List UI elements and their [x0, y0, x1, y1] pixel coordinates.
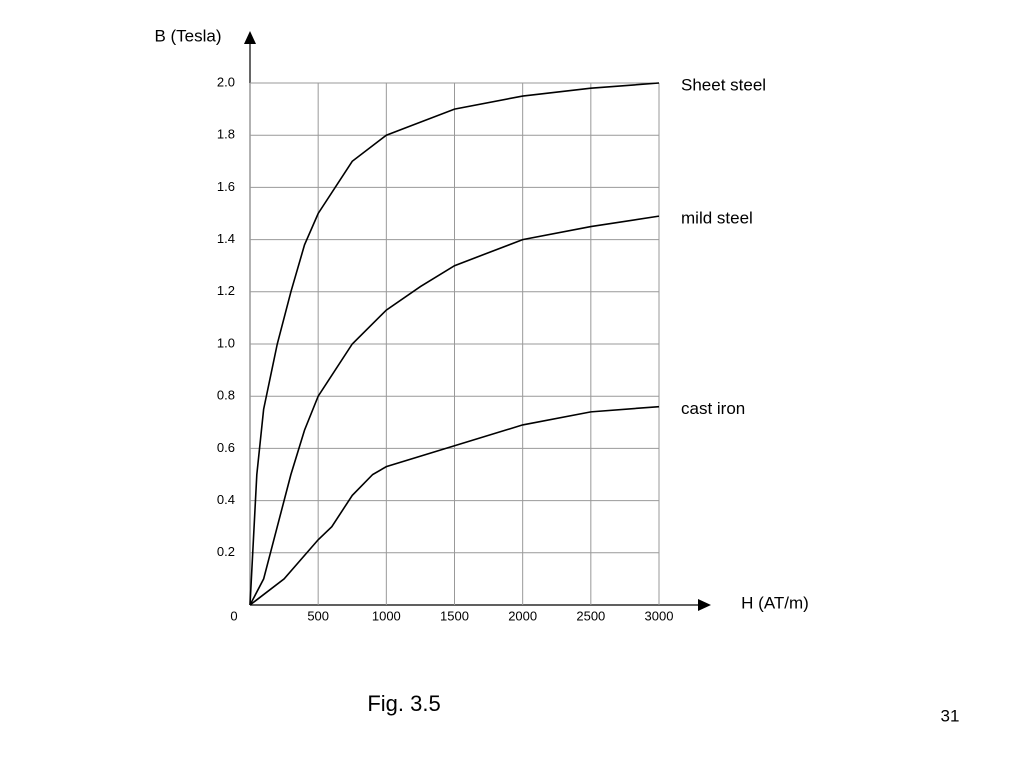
y-tick-label: 1.4 [217, 231, 235, 246]
x-tick-label: 1500 [440, 608, 469, 623]
series-line [249, 215, 660, 606]
series-line [249, 405, 660, 606]
y-tick-label: 0.2 [217, 544, 235, 559]
x-tick-label: 2000 [508, 608, 537, 623]
y-tick-label: 0.8 [217, 388, 235, 403]
series-label: cast iron [681, 399, 745, 418]
page-number: 31 [941, 706, 960, 725]
series-label: mild steel [681, 209, 753, 228]
series-line [249, 82, 660, 606]
x-tick-label: 500 [307, 608, 329, 623]
x-tick-label: 3000 [645, 608, 674, 623]
y-tick-label: 1.6 [217, 179, 235, 194]
x-axis-label: H (AT/m) [741, 593, 809, 612]
y-axis-label: B (Tesla) [154, 26, 221, 45]
y-tick-label: 0.4 [217, 492, 235, 507]
x-tick-label: 0 [230, 608, 237, 623]
y-tick-label: 0.6 [217, 440, 235, 455]
y-tick-label: 2.0 [217, 74, 235, 89]
y-tick-label: 1.8 [217, 127, 235, 142]
y-axis-arrow [244, 31, 256, 44]
series-label: Sheet steel [681, 75, 766, 94]
y-tick-label: 1.2 [217, 283, 235, 298]
y-tick-label: 1.0 [217, 335, 235, 350]
x-tick-label: 1000 [372, 608, 401, 623]
caption: Fig. 3.5 [367, 691, 440, 716]
x-tick-label: 2500 [576, 608, 605, 623]
x-axis-arrow [698, 599, 711, 611]
